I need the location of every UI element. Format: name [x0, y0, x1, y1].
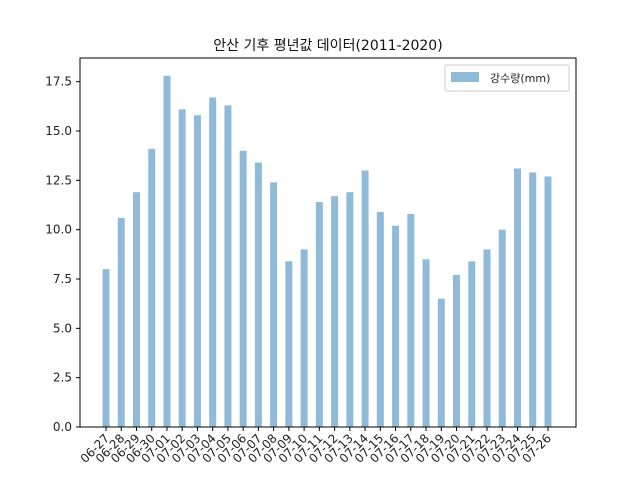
bar-07-19	[437, 298, 445, 427]
plot-frame	[79, 57, 577, 428]
y-tick-label: 2.5	[53, 371, 72, 385]
x-axis: 06-2706-2806-2906-3007-0107-0207-0307-04…	[78, 427, 554, 466]
y-tick-label: 0.0	[53, 420, 72, 434]
bar-07-05	[224, 105, 232, 428]
bar-06-28	[117, 217, 125, 427]
bar-07-21	[468, 261, 476, 427]
legend-box	[444, 64, 570, 92]
y-tick-label: 5.0	[53, 321, 72, 335]
bar-06-27	[102, 269, 110, 427]
bar-06-30	[148, 148, 156, 427]
bar-07-08	[270, 182, 278, 427]
bar-07-15	[376, 211, 384, 427]
bar-06-29	[132, 192, 140, 427]
y-axis: 0.0 2.5 5.0 7.5 10.0 12.5 15.0 17.5	[45, 75, 80, 434]
bar-07-13	[346, 192, 354, 427]
bar-07-25	[529, 172, 537, 427]
y-tick-label: 15.0	[45, 124, 72, 138]
bar-07-10	[300, 249, 308, 427]
bar-07-22	[483, 249, 491, 427]
bar-07-16	[392, 225, 400, 427]
bar-07-12	[331, 196, 339, 427]
bar-07-17	[407, 213, 415, 427]
bar-07-24	[513, 168, 521, 427]
y-tick-label: 17.5	[45, 75, 72, 89]
y-tick-label: 7.5	[53, 272, 72, 286]
bar-07-06	[239, 150, 247, 428]
legend-swatch	[451, 72, 479, 82]
y-tick-label: 12.5	[45, 173, 72, 187]
bar-07-20	[453, 275, 461, 427]
bar-07-04	[209, 97, 217, 427]
legend: 강수량(mm)	[444, 64, 570, 92]
bar-07-01	[163, 75, 171, 427]
bar-07-26	[544, 176, 552, 427]
bar-07-23	[498, 229, 506, 427]
bar-07-14	[361, 170, 369, 428]
bar-07-09	[285, 261, 293, 427]
bar-group	[102, 75, 552, 428]
bar-07-11	[315, 202, 323, 427]
legend-entry: 강수량(mm)	[490, 72, 550, 85]
bar-07-02	[178, 109, 186, 428]
bar-07-07	[254, 162, 262, 427]
y-tick-label: 10.0	[45, 223, 72, 237]
bar-07-03	[193, 115, 201, 427]
bar-07-18	[422, 259, 430, 427]
chart-title: 안산 기후 평년값 데이터(2011-2020)	[213, 38, 442, 54]
